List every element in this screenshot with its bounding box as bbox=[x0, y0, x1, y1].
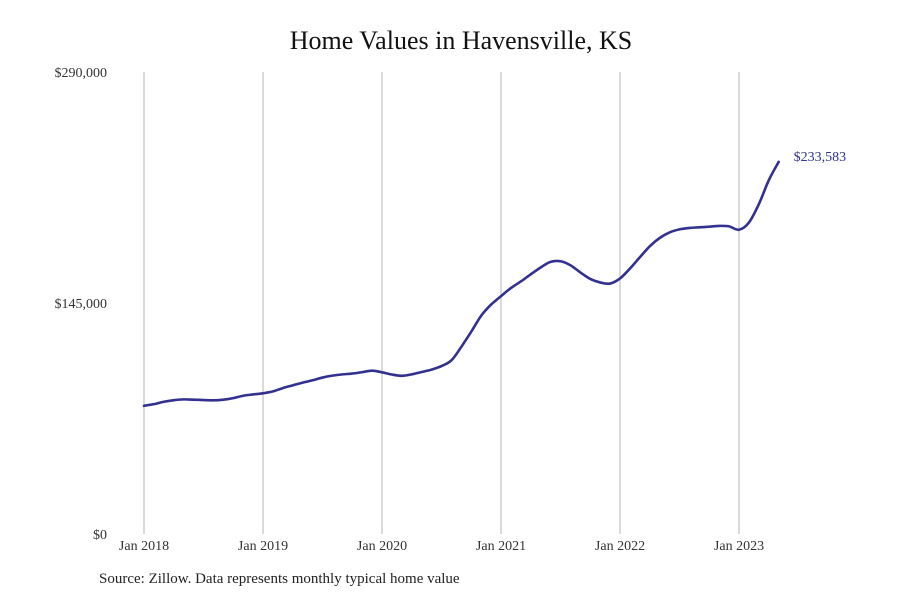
series-layer bbox=[142, 160, 780, 408]
vertical-gridlines bbox=[143, 72, 740, 534]
x-tick-label: Jan 2020 bbox=[357, 539, 407, 554]
x-tick-label: Jan 2019 bbox=[238, 539, 288, 554]
end-value-labels: $233,583 bbox=[794, 150, 847, 165]
series-line bbox=[142, 160, 780, 408]
y-tick-label: $290,000 bbox=[55, 66, 108, 81]
x-tick-label: Jan 2023 bbox=[714, 539, 764, 554]
chart-title: Home Values in Havensville, KS bbox=[289, 26, 633, 55]
y-tick-label: $145,000 bbox=[55, 297, 108, 312]
x-tick-label: Jan 2018 bbox=[119, 539, 169, 554]
x-tick-label: Jan 2021 bbox=[476, 539, 526, 554]
x-axis-tick-labels: Jan 2018 Jan 2019 Jan 2020 Jan 2021 Jan 2022… bbox=[119, 539, 764, 554]
y-axis-tick-labels: $0 $145,000 $290,000 bbox=[55, 66, 108, 543]
source-note: Source: Zillow. Data represents monthly … bbox=[99, 571, 460, 587]
x-tick-label: Jan 2022 bbox=[595, 539, 645, 554]
end-value-label: $233,583 bbox=[794, 150, 847, 165]
y-tick-label: $0 bbox=[93, 528, 107, 543]
